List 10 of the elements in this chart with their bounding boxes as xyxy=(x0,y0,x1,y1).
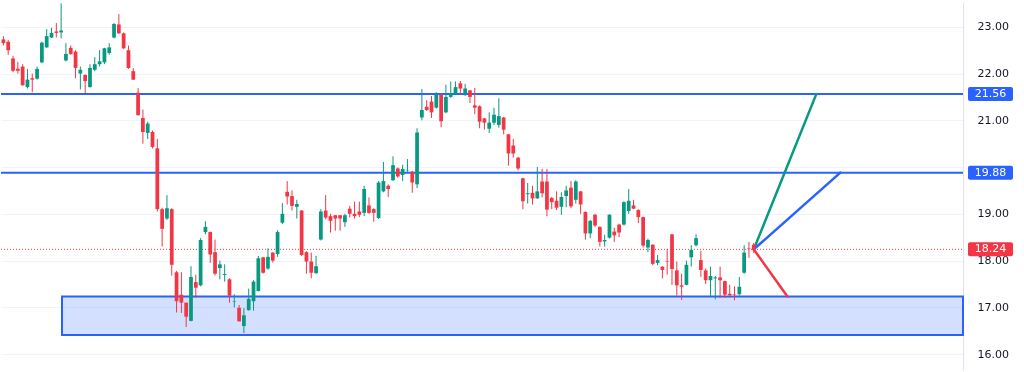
y-tick-label: 18.00 xyxy=(977,254,1009,268)
ref-line-label: 21.56 xyxy=(974,87,1007,101)
y-tick-label: 22.00 xyxy=(977,67,1009,81)
y-tick-label: 21.00 xyxy=(977,113,1009,127)
y-tick-label: 19.00 xyxy=(977,207,1009,221)
y-tick-label: 17.00 xyxy=(977,300,1009,314)
ref-line-label: 19.88 xyxy=(974,165,1007,179)
y-tick-label: 16.00 xyxy=(977,347,1009,361)
ref-line-label: 18.24 xyxy=(974,242,1007,256)
y-tick-label: 23.00 xyxy=(977,20,1009,34)
